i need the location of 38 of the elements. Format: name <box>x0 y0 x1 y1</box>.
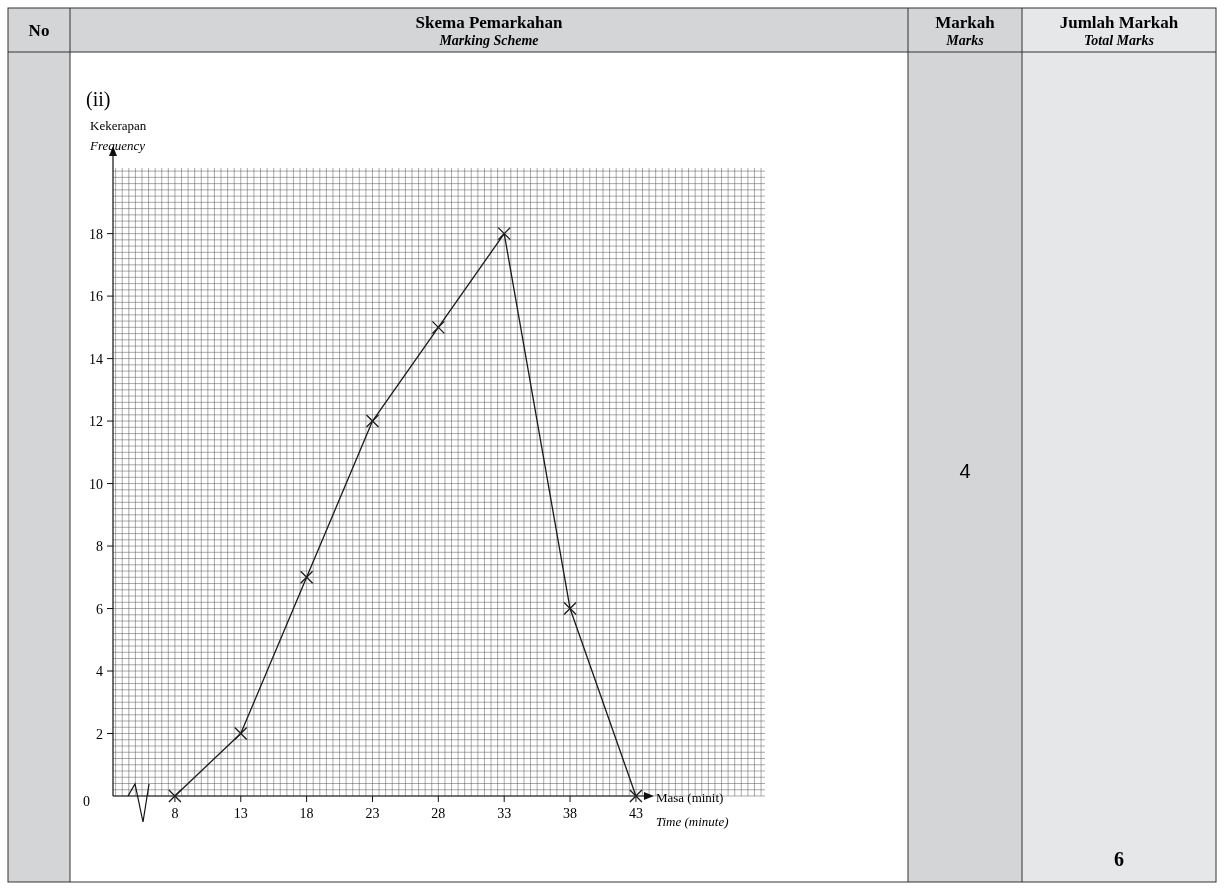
y-tick-label: 14 <box>89 351 103 367</box>
y-axis-title: Kekerapan Frequency <box>89 118 147 153</box>
point <box>365 414 380 428</box>
point <box>629 789 643 803</box>
x-tick-label: 13 <box>233 806 248 821</box>
point <box>168 789 182 803</box>
text: Skema Pemarkahan <box>415 13 563 32</box>
point <box>234 726 248 741</box>
text: No <box>28 21 50 40</box>
x-tick-label: 23 <box>365 806 380 821</box>
point <box>299 570 314 584</box>
text: 0 <box>83 794 90 809</box>
text: (ii) <box>86 88 111 111</box>
text: Markah <box>935 13 996 32</box>
point <box>497 226 511 241</box>
text: Total Marks <box>1084 33 1155 48</box>
y-tick-label: 12 <box>89 414 103 430</box>
y-tick-label: 8 <box>96 539 103 555</box>
x-tick-label: 38 <box>563 806 578 821</box>
point <box>563 601 577 616</box>
text: Marks <box>945 33 985 48</box>
y-tick-label: 18 <box>89 226 103 242</box>
text: 4 <box>959 460 971 482</box>
x-tick-label: 33 <box>497 806 512 821</box>
y-tick-label: 6 <box>96 601 103 617</box>
y-tick-label: 4 <box>96 664 103 680</box>
x-tick-label: 18 <box>299 806 314 821</box>
x-axis-title: Masa (minit) Time (minute) <box>655 790 729 829</box>
text: Jumlah Markah <box>1059 13 1179 32</box>
y-tick-label: 10 <box>89 476 103 492</box>
x-tick-label: 43 <box>628 806 643 821</box>
x-tick-label: 28 <box>431 806 446 821</box>
text: 6 <box>1114 848 1124 870</box>
y-tick-label: 2 <box>96 726 103 742</box>
text: Marking Scheme <box>438 33 539 48</box>
x-tick-label: 8 <box>171 806 179 821</box>
y-tick-label: 16 <box>89 289 103 305</box>
point <box>431 320 445 334</box>
